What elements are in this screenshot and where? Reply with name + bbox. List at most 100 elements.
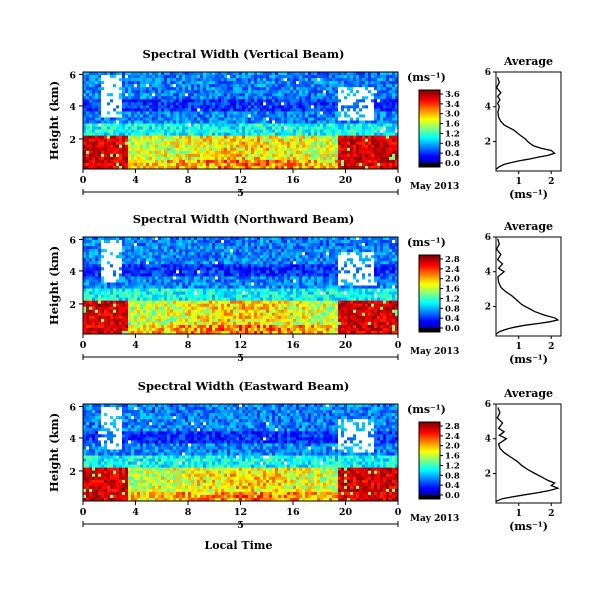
heatmap-cell [335, 102, 339, 106]
heatmap-cell [92, 123, 96, 127]
heatmap-cell [305, 129, 309, 133]
heatmap-cell [233, 150, 237, 155]
heatmap-cell [119, 108, 123, 112]
heatmap-cell [284, 141, 288, 146]
heatmap-cell [167, 312, 171, 317]
heatmap-cell [185, 147, 189, 152]
heatmap-cell [188, 255, 192, 259]
heatmap-cell [371, 162, 375, 167]
heatmap-cell [164, 159, 168, 164]
heatmap-cell [299, 132, 303, 137]
heatmap-cell [125, 129, 129, 133]
heatmap-cell [338, 138, 342, 143]
heatmap-cell [170, 153, 174, 158]
heatmap-cell [341, 120, 345, 124]
heatmap-cell [134, 327, 138, 332]
heatmap-cell [272, 102, 276, 106]
heatmap-cell [182, 87, 186, 91]
heatmap-cell [140, 105, 144, 109]
heatmap-cell [278, 123, 282, 127]
heatmap-cell [89, 255, 93, 259]
heatmap-cell [263, 75, 267, 79]
heatmap-cell [122, 285, 126, 289]
heatmap-cell [218, 105, 222, 109]
heatmap-cell [254, 150, 258, 155]
heatmap-cell [212, 150, 216, 155]
heatmap-cell [101, 102, 105, 106]
heatmap-cell [176, 78, 180, 82]
heatmap-cell [101, 135, 105, 140]
heatmap-cell [98, 330, 102, 335]
heatmap-cell [203, 318, 207, 323]
heatmap-cell [224, 90, 228, 94]
heatmap-cell [161, 258, 165, 262]
heatmap-cell [107, 306, 111, 311]
heatmap-cell [116, 84, 120, 88]
heatmap-cell [128, 315, 132, 320]
heatmap-cell [344, 138, 348, 143]
heatmap-cell [161, 93, 165, 97]
heatmap-cell [191, 84, 195, 88]
heatmap-cell [158, 126, 162, 130]
heatmap-cell [290, 78, 294, 82]
heatmap-cell [101, 267, 105, 271]
heatmap-cell [269, 87, 273, 91]
heatmap-cell [200, 117, 204, 121]
heatmap-cell [146, 117, 150, 121]
heatmap-cell [212, 282, 216, 286]
heatmap-cell [275, 165, 279, 170]
heatmap-cell [140, 240, 144, 244]
heatmap-cell [104, 99, 108, 103]
heatmap-cell [170, 105, 174, 109]
heatmap-cell [113, 321, 117, 326]
heatmap-cell [125, 288, 129, 292]
heatmap-cell [188, 249, 192, 253]
heatmap-cell [98, 315, 102, 320]
heatmap-cell [383, 75, 387, 79]
heatmap-cell [236, 99, 240, 103]
heatmap-cell [359, 78, 363, 82]
heatmap-cell [218, 309, 222, 314]
heatmap-cell [257, 126, 261, 130]
heatmap-cell [203, 129, 207, 133]
heatmap-cell [392, 129, 396, 133]
heatmap-cell [338, 111, 342, 115]
heatmap-cell [149, 267, 153, 271]
heatmap-cell [305, 162, 309, 167]
heatmap-cell [128, 285, 132, 289]
heatmap-cell [95, 282, 99, 286]
heatmap-cell [332, 162, 336, 167]
heatmap-cell [263, 156, 267, 161]
heatmap-cell [188, 87, 192, 91]
heatmap-cell [86, 294, 90, 298]
heatmap-cell [104, 267, 108, 271]
heatmap-cell [383, 156, 387, 161]
heatmap-cell [221, 162, 225, 167]
heatmap-cell [266, 138, 270, 143]
heatmap-cell [302, 105, 306, 109]
heatmap-cell [311, 129, 315, 133]
heatmap-cell [161, 150, 165, 155]
heatmap-cell [257, 84, 261, 88]
heatmap-cell [206, 237, 210, 241]
heatmap-cell [83, 93, 87, 97]
heatmap-cell [224, 252, 228, 256]
heatmap-cell [290, 75, 294, 79]
heatmap-cell [146, 279, 150, 283]
heatmap-cell [239, 117, 243, 121]
heatmap-cell [215, 297, 219, 302]
heatmap-cell [128, 153, 132, 158]
heatmap-cell [221, 318, 225, 323]
heatmap-cell [134, 72, 138, 76]
heatmap-cell [104, 297, 108, 302]
heatmap-cell [314, 117, 318, 121]
heatmap-cell [155, 303, 159, 308]
heatmap-cell [134, 75, 138, 79]
heatmap-cell [389, 138, 393, 143]
heatmap-cell [116, 114, 120, 118]
heatmap-cell [293, 126, 297, 130]
heatmap-cell [173, 81, 177, 85]
heatmap-cell [350, 153, 354, 158]
heatmap-cell [98, 165, 102, 170]
heatmap-cell [161, 318, 165, 323]
